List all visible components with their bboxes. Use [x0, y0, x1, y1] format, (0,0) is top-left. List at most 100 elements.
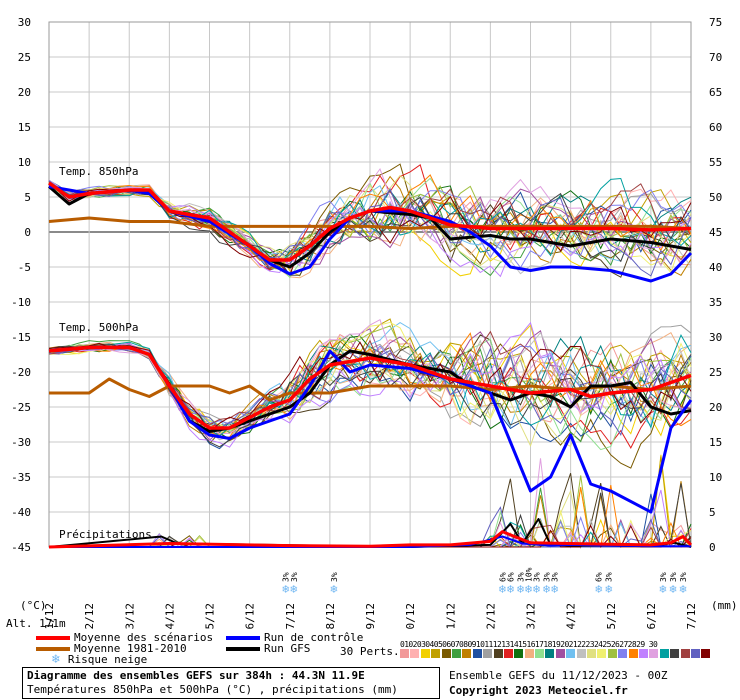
x-tick-label: 20/12: [404, 603, 417, 630]
x-tick-label: 24/12: [565, 603, 578, 630]
legend-label-control: Run de contrôle: [264, 631, 364, 644]
x-tick-label: 18/12: [324, 603, 337, 630]
snowflake-icon: ❄: [52, 652, 60, 667]
legend-swatch-climate: [36, 647, 70, 651]
precip-mean-line: [48, 530, 693, 549]
legend-perts-swatches: [400, 649, 712, 658]
pert-color-swatch: [400, 649, 409, 658]
series-t500-b85c00: [49, 377, 692, 402]
pert-color-swatch: [659, 649, 669, 658]
legend-label-mean: Moyenne des scénarios: [74, 631, 214, 644]
right-tick-label: 45: [709, 226, 722, 239]
x-tick-label: 15/12: [204, 603, 217, 630]
left-tick-label: -25: [11, 401, 31, 414]
right-tick-label: 15: [709, 436, 722, 449]
footer-copyright: Copyright 2023 Meteociel.fr: [449, 684, 628, 697]
snow-risk-pct: 3%: [659, 572, 668, 582]
right-tick-label: 40: [709, 261, 722, 274]
left-tick-label: 25: [18, 51, 31, 64]
snow-risk-pct: 6%: [506, 572, 515, 582]
legend-label-climate: Moyenne 1981-2010: [74, 642, 187, 655]
pert-color-swatch: [483, 649, 493, 658]
x-tick-label: 19/12: [364, 603, 377, 630]
left-tick-label: 5: [24, 191, 31, 204]
snowflake-icon: ❄: [679, 582, 686, 596]
series-t500-ff0000: [48, 345, 692, 430]
right-tick-label: 70: [709, 51, 722, 64]
right-tick-label: 35: [709, 296, 722, 309]
ensemble-member-t500: [48, 318, 692, 435]
pert-color-swatch: [638, 649, 648, 658]
x-tick-label: 13/12: [123, 603, 136, 630]
right-tick-label: 75: [709, 16, 722, 29]
snow-risk-pct: 3%: [669, 572, 678, 582]
snowflake-icon: ❄: [605, 582, 612, 596]
pert-color-swatch: [462, 649, 472, 658]
pert-color-swatch: [451, 649, 461, 658]
pert-color-swatch: [649, 649, 659, 658]
ensemble-member-t850: [48, 180, 692, 260]
right-axis-unit: (mm): [711, 599, 738, 612]
snowflake-icon: ❄: [290, 582, 297, 596]
snow-risk-pct: 6%: [595, 572, 604, 582]
left-tick-label: -15: [11, 331, 31, 344]
snow-risk-pct: 3%: [330, 572, 339, 582]
right-tick-label: 20: [709, 401, 722, 414]
left-tick-label: 10: [18, 156, 31, 169]
main-series: [47, 181, 693, 549]
left-tick-label: -5: [18, 261, 31, 274]
panel-label-t850: Temp. 850hPa: [59, 165, 138, 178]
x-tick-label: 17/12: [284, 603, 297, 630]
pert-color-swatch: [514, 649, 524, 658]
snowflake-icon: ❄: [525, 582, 532, 596]
pert-color-swatch: [628, 649, 638, 658]
left-tick-label: -10: [11, 296, 31, 309]
x-tick-label: 16/12: [244, 603, 257, 630]
right-tick-label: 65: [709, 86, 722, 99]
right-tick-label: 5: [709, 506, 716, 519]
pert-color-swatch: [420, 649, 430, 658]
legend-perts-numbers: 0102030405060708091011121314151617181920…: [400, 640, 658, 649]
right-tick-label: 55: [709, 156, 722, 169]
pert-color-swatch: [566, 649, 576, 658]
right-tick-label: 60: [709, 121, 722, 134]
x-tick-label: 27/12: [685, 603, 698, 630]
snow-risk-pct: 3%: [282, 572, 291, 582]
x-tick-label: 14/12: [163, 603, 176, 630]
snowflake-icon: ❄: [282, 582, 289, 596]
x-tick-label: 22/12: [484, 603, 497, 630]
x-tick-label: 12/12: [83, 603, 96, 630]
legend-swatch-mean: [36, 636, 70, 640]
snowflake-icon: ❄: [543, 582, 550, 596]
left-tick-label: -35: [11, 471, 31, 484]
right-tick-label: 0: [709, 541, 716, 554]
legend-swatch-control: [226, 636, 260, 640]
pert-color-swatch: [441, 649, 451, 658]
snow-risk-pct: 3%: [551, 572, 560, 582]
pert-color-swatch: [555, 649, 565, 658]
snowflake-icon: ❄: [507, 582, 514, 596]
pert-color-swatch: [680, 649, 690, 658]
pert-color-swatch: [545, 649, 555, 658]
pert-color-swatch: [607, 649, 617, 658]
x-tick-label: 23/12: [525, 603, 538, 630]
legend-perts-label: 30 Perts.: [340, 645, 400, 658]
legend-mean-scenarios: Moyenne des scénarios: [36, 632, 213, 643]
left-tick-label: 20: [18, 86, 31, 99]
footer-subtitle: Températures 850hPa et 500hPa (°C) , pré…: [27, 683, 398, 696]
legend-control-run: Run de contrôle: [226, 632, 363, 643]
legend-label-gfs: Run GFS: [264, 642, 311, 655]
series-t850-b85c00: [48, 216, 692, 230]
legend-gfs-run: Run GFS: [226, 643, 310, 654]
pert-color-swatch: [587, 649, 597, 658]
snowflake-icon: ❄: [659, 582, 666, 596]
legend-swatch-gfs: [226, 647, 260, 651]
x-tick-label: 26/12: [645, 603, 658, 630]
snow-risk-pct: 3%: [543, 572, 552, 582]
pert-color-swatch: [597, 649, 607, 658]
snow-risk-pct: 3%: [533, 572, 542, 582]
x-tick-label: 11/12: [43, 603, 56, 630]
left-axis-unit: (°C): [20, 599, 47, 612]
pert-color-swatch: [618, 649, 628, 658]
